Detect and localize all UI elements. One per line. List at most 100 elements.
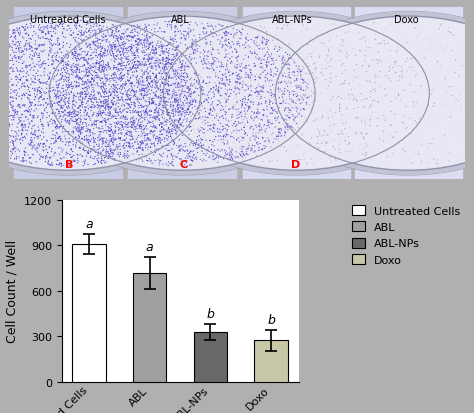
Point — [94, 46, 102, 52]
Point — [115, 101, 122, 107]
Point — [290, 86, 297, 93]
Point — [98, 119, 106, 125]
Point — [183, 100, 191, 107]
Point — [94, 147, 102, 154]
Point — [272, 87, 279, 93]
Point — [187, 51, 195, 58]
Point — [194, 146, 201, 152]
Point — [260, 108, 268, 114]
Point — [167, 160, 175, 167]
Point — [5, 32, 13, 38]
Point — [85, 28, 92, 35]
Point — [234, 59, 241, 65]
Point — [444, 153, 452, 159]
Point — [106, 47, 114, 54]
Point — [103, 38, 111, 44]
Point — [8, 102, 15, 109]
Point — [108, 150, 116, 156]
Point — [102, 76, 110, 83]
Point — [51, 151, 58, 157]
Point — [131, 119, 139, 126]
Point — [19, 123, 27, 129]
Point — [223, 108, 231, 115]
Point — [134, 47, 141, 53]
Point — [164, 91, 172, 98]
Point — [197, 144, 205, 150]
Point — [184, 30, 192, 36]
Point — [87, 97, 94, 104]
Point — [102, 136, 110, 143]
Point — [135, 118, 142, 124]
Point — [175, 120, 182, 127]
Point — [21, 47, 28, 53]
Point — [25, 36, 33, 43]
Point — [200, 88, 207, 95]
Point — [98, 99, 106, 106]
Point — [393, 142, 401, 148]
Point — [104, 63, 112, 69]
Point — [172, 68, 179, 74]
Point — [242, 131, 249, 137]
Point — [447, 147, 455, 154]
Point — [224, 66, 231, 73]
Point — [310, 144, 318, 151]
Point — [345, 37, 352, 44]
Point — [338, 38, 346, 45]
Point — [101, 48, 109, 55]
Point — [258, 117, 266, 124]
Point — [17, 115, 25, 121]
Point — [93, 60, 101, 66]
Point — [40, 42, 48, 48]
Point — [469, 80, 474, 87]
Point — [325, 38, 332, 45]
Point — [110, 23, 118, 29]
Point — [100, 100, 108, 107]
Point — [134, 135, 141, 141]
Point — [127, 137, 135, 143]
Point — [130, 118, 137, 124]
Point — [378, 59, 385, 65]
Point — [401, 102, 409, 108]
Point — [179, 52, 186, 59]
Point — [330, 133, 337, 140]
Point — [117, 52, 125, 59]
Point — [64, 105, 71, 112]
Point — [472, 87, 474, 93]
Point — [104, 78, 111, 84]
Point — [146, 82, 153, 88]
Point — [165, 88, 173, 95]
Point — [294, 113, 302, 119]
Point — [167, 151, 175, 157]
Point — [26, 142, 34, 148]
Point — [250, 135, 258, 142]
Point — [143, 93, 151, 100]
Point — [191, 104, 199, 110]
Point — [44, 79, 51, 85]
Point — [465, 95, 473, 102]
Point — [290, 139, 297, 145]
Point — [149, 115, 156, 122]
Point — [60, 88, 67, 95]
Point — [296, 83, 304, 90]
Point — [402, 81, 410, 88]
Point — [192, 61, 200, 67]
Point — [122, 154, 130, 161]
Point — [65, 104, 73, 110]
Point — [13, 112, 21, 119]
Point — [116, 107, 124, 114]
Point — [269, 111, 276, 117]
Point — [144, 65, 151, 72]
Point — [237, 31, 245, 37]
Point — [39, 115, 46, 122]
Point — [355, 56, 363, 62]
Point — [126, 104, 134, 111]
Point — [110, 114, 118, 120]
Point — [118, 63, 125, 70]
Point — [102, 128, 109, 135]
Point — [348, 93, 356, 99]
Point — [68, 33, 75, 40]
Point — [448, 34, 456, 40]
Point — [242, 82, 249, 88]
Point — [77, 33, 85, 40]
Point — [183, 90, 191, 97]
